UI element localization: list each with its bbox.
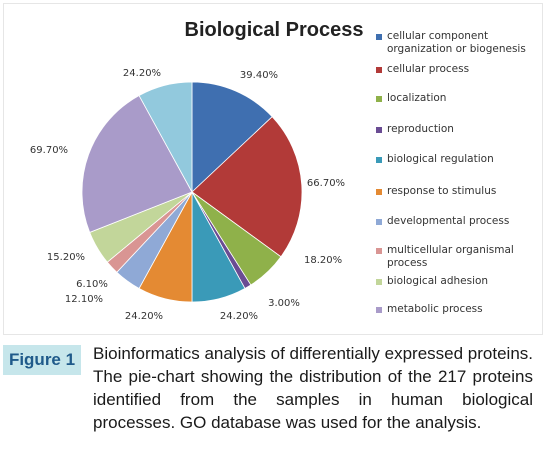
slice-label: 12.10% bbox=[65, 294, 103, 305]
legend-item: multicellular organismal process bbox=[376, 244, 544, 270]
slice-label: 24.20% bbox=[125, 311, 163, 322]
legend-swatch bbox=[376, 34, 382, 40]
legend-swatch bbox=[376, 189, 382, 195]
caption-text: Bioinformatics analysis of differentiall… bbox=[93, 344, 534, 432]
legend-swatch bbox=[376, 157, 382, 163]
figure-label: Figure 1 bbox=[3, 345, 81, 375]
legend-label: localization bbox=[387, 92, 447, 104]
legend-label: response to stimulus bbox=[387, 185, 497, 197]
legend-label: cellular component organization or bioge… bbox=[387, 30, 526, 55]
legend-item: localization bbox=[376, 92, 544, 105]
slice-label: 39.40% bbox=[240, 70, 278, 81]
legend-label: metabolic process bbox=[387, 303, 483, 315]
legend-swatch bbox=[376, 219, 382, 225]
pie-chart: Biological Process 39.40% 66.70% 18.20% 3.0… bbox=[30, 19, 364, 322]
legend-swatch bbox=[376, 127, 382, 133]
legend-item: reproduction bbox=[376, 123, 544, 136]
legend-item: cellular component organization or bioge… bbox=[376, 30, 544, 56]
legend-label: biological adhesion bbox=[387, 275, 489, 287]
slice-label: 66.70% bbox=[307, 178, 345, 189]
slice-label: 3.00% bbox=[268, 298, 300, 309]
slice-label: 24.20% bbox=[123, 68, 161, 79]
slice-label: 24.20% bbox=[220, 311, 258, 322]
pie-slices bbox=[81, 81, 303, 303]
legend-item: biological adhesion bbox=[376, 275, 544, 288]
pie-labels: 39.40% 66.70% 18.20% 3.00% 24.20% 24.20% 12.10… bbox=[30, 68, 345, 322]
legend-label: developmental process bbox=[387, 215, 510, 227]
legend-item: biological regulation bbox=[376, 153, 544, 166]
legend-swatch bbox=[376, 67, 382, 73]
pie-slice bbox=[191, 116, 303, 258]
legend-swatch bbox=[376, 307, 382, 313]
legend-swatch bbox=[376, 279, 382, 285]
chart-title: Biological Process bbox=[185, 19, 364, 41]
legend-item: developmental process bbox=[376, 215, 544, 228]
pie-slice bbox=[81, 95, 193, 233]
legend-item: cellular process bbox=[376, 63, 544, 76]
legend-swatch bbox=[376, 96, 382, 102]
legend-item: response to stimulus bbox=[376, 185, 544, 198]
legend-swatch bbox=[376, 248, 382, 254]
legend-label: biological regulation bbox=[387, 153, 494, 165]
slice-label: 15.20% bbox=[47, 252, 85, 263]
slice-label: 6.10% bbox=[76, 279, 108, 290]
legend-label: cellular process bbox=[387, 63, 470, 75]
slice-label: 18.20% bbox=[304, 255, 342, 266]
pie-slice bbox=[138, 81, 193, 193]
legend-label: reproduction bbox=[387, 123, 454, 135]
slice-label: 69.70% bbox=[30, 145, 68, 156]
figure-panel: Biological Process 39.40% 66.70% 18.20% 3.0… bbox=[3, 3, 543, 335]
legend-item: metabolic process bbox=[376, 303, 544, 316]
legend-label: multicellular organismal process bbox=[387, 244, 514, 269]
pie-slice bbox=[191, 81, 273, 193]
